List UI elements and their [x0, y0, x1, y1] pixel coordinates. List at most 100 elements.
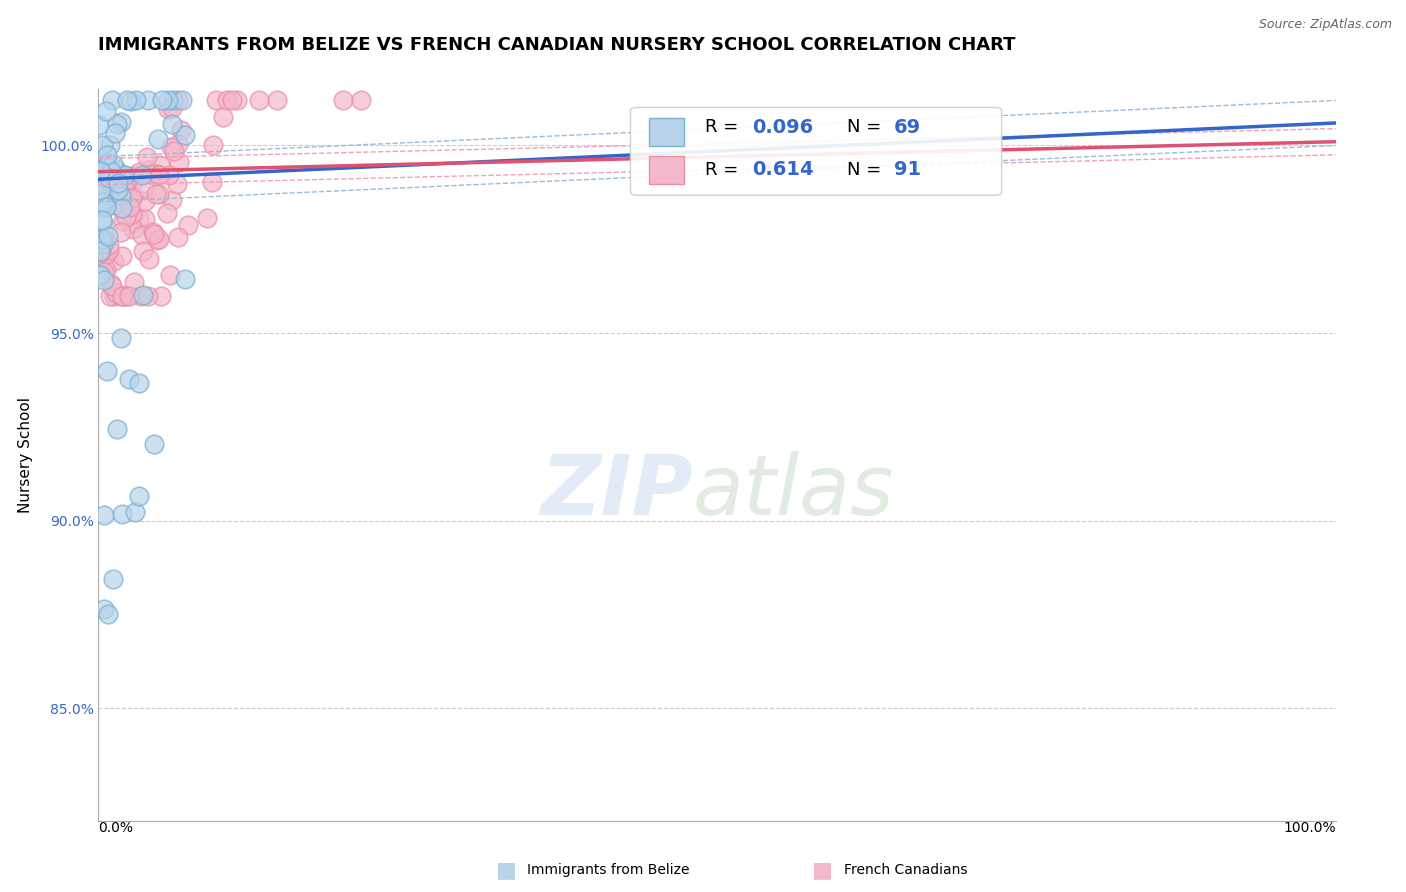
- Point: [121, 216, 143, 230]
- Text: R =: R =: [704, 161, 744, 178]
- Point: [167, 155, 190, 169]
- Point: [93, 265, 115, 279]
- Point: [138, 288, 160, 302]
- Point: [96, 197, 118, 211]
- Point: [93, 195, 115, 210]
- Point: [110, 226, 132, 240]
- Point: [105, 198, 128, 212]
- Point: [128, 489, 150, 503]
- Point: [121, 189, 143, 203]
- Point: [204, 94, 226, 108]
- Text: N =: N =: [846, 119, 887, 136]
- Point: [94, 104, 117, 119]
- Point: [96, 160, 118, 174]
- Point: [159, 268, 181, 282]
- Text: R =: R =: [704, 119, 744, 136]
- Point: [167, 229, 190, 244]
- Point: [114, 210, 136, 224]
- FancyBboxPatch shape: [650, 155, 683, 185]
- Point: [122, 169, 145, 183]
- Point: [97, 238, 120, 252]
- Point: [104, 126, 127, 140]
- Point: [131, 244, 153, 258]
- Point: [128, 164, 150, 178]
- Point: [91, 192, 114, 206]
- Point: [143, 227, 166, 241]
- Point: [131, 288, 153, 302]
- Point: [96, 246, 118, 260]
- Text: 0.614: 0.614: [752, 161, 813, 179]
- Point: [114, 168, 136, 182]
- Point: [174, 128, 197, 142]
- Point: [118, 201, 141, 215]
- Point: [121, 191, 143, 205]
- Point: [111, 288, 134, 302]
- Point: [91, 212, 114, 227]
- Point: [149, 288, 172, 302]
- Point: [156, 206, 179, 220]
- Point: [131, 228, 153, 243]
- Point: [142, 225, 165, 239]
- Point: [129, 288, 152, 302]
- Point: [96, 200, 118, 214]
- Point: [122, 275, 145, 289]
- Point: [150, 94, 173, 108]
- Point: [167, 94, 190, 108]
- Point: [91, 215, 114, 229]
- Point: [148, 169, 170, 183]
- Point: [87, 118, 110, 132]
- Point: [332, 94, 354, 108]
- Point: [110, 288, 132, 302]
- Point: [134, 211, 156, 226]
- Point: [118, 372, 141, 386]
- Point: [90, 244, 112, 259]
- Point: [166, 177, 188, 191]
- Text: ■: ■: [813, 860, 832, 880]
- Point: [98, 137, 121, 152]
- Point: [90, 183, 112, 197]
- Text: 0.0%: 0.0%: [98, 821, 134, 835]
- Point: [100, 164, 122, 178]
- Point: [103, 253, 125, 268]
- Point: [96, 364, 118, 378]
- Text: atlas: atlas: [692, 451, 894, 532]
- Point: [121, 206, 143, 220]
- Point: [111, 213, 134, 227]
- Point: [96, 148, 118, 162]
- Point: [98, 174, 121, 188]
- Point: [115, 288, 138, 302]
- Point: [93, 194, 115, 208]
- Point: [118, 169, 141, 183]
- Point: [146, 132, 169, 146]
- Point: [266, 94, 288, 108]
- Point: [97, 228, 120, 243]
- Point: [136, 94, 159, 108]
- Point: [110, 201, 132, 215]
- Point: [103, 572, 125, 586]
- Point: [156, 102, 179, 116]
- Point: [163, 145, 186, 159]
- Text: 69: 69: [894, 118, 921, 136]
- Point: [121, 222, 143, 236]
- Point: [143, 437, 166, 451]
- Point: [108, 189, 131, 203]
- Point: [173, 272, 195, 286]
- Point: [104, 285, 127, 300]
- Point: [91, 230, 114, 244]
- Point: [146, 233, 169, 247]
- Text: 100.0%: 100.0%: [1284, 821, 1336, 835]
- Point: [101, 94, 124, 108]
- Point: [131, 168, 153, 182]
- Point: [170, 123, 193, 137]
- Point: [105, 422, 128, 436]
- Point: [157, 169, 180, 183]
- Point: [138, 252, 160, 267]
- Point: [160, 193, 183, 207]
- Text: ZIP: ZIP: [540, 451, 692, 532]
- Point: [103, 288, 125, 302]
- Point: [100, 277, 122, 292]
- Point: [176, 218, 198, 232]
- Point: [149, 157, 172, 171]
- Point: [105, 161, 128, 176]
- Point: [89, 163, 111, 178]
